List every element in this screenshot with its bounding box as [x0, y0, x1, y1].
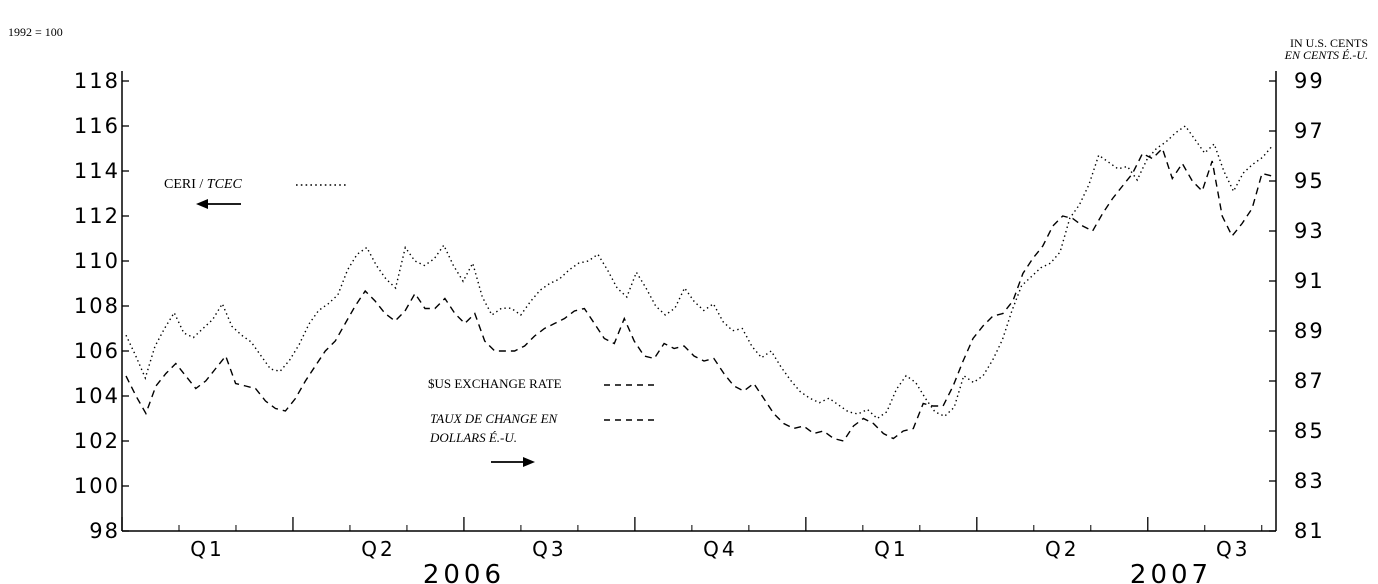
left-tick-label: 118: [74, 69, 120, 93]
right-unit-label-en: IN U.S. CENTS: [1290, 36, 1368, 50]
left-tick-label: 104: [74, 384, 120, 408]
quarter-label: Q1: [874, 537, 908, 561]
series-ceri-line: [125, 125, 1273, 420]
legend-usd-label-fr-1: TAUX DE CHANGE EN: [430, 411, 559, 426]
right-tick-label: 87: [1294, 369, 1325, 393]
right-arrow-icon: [523, 457, 535, 467]
legend-ceri-label: CERI / TCEC: [164, 177, 242, 192]
right-tick-label: 97: [1294, 119, 1325, 143]
series-usd-line: [125, 147, 1273, 442]
left-tick-label: 102: [74, 429, 120, 453]
left-tick-label: 116: [74, 114, 120, 138]
legend-ceri: CERI / TCEC: [164, 177, 346, 209]
year-label-2006: 2006: [423, 560, 505, 584]
legend-usd-label-fr-2: DOLLARS É.-U.: [429, 430, 517, 445]
right-tick-label: 81: [1294, 519, 1325, 543]
left-unit-label: 1992 = 100: [8, 25, 63, 39]
left-tick-label: 100: [74, 474, 120, 498]
left-y-ticks: 118 116 114 112 110 108 106 104 102 100 98: [74, 69, 129, 543]
right-tick-label: 85: [1294, 419, 1325, 443]
quarter-label: Q2: [361, 537, 395, 561]
right-y-ticks: 99 97 95 93 91 89 87 85 83 81: [1269, 69, 1325, 543]
quarter-label: Q3: [532, 537, 566, 561]
left-tick-label: 106: [74, 339, 120, 363]
right-tick-label: 89: [1294, 319, 1325, 343]
quarter-label: Q2: [1045, 537, 1079, 561]
left-tick-label: 110: [74, 249, 120, 273]
right-tick-label: 91: [1294, 269, 1325, 293]
right-tick-label: 83: [1294, 469, 1325, 493]
left-tick-label: 98: [89, 519, 120, 543]
left-tick-label: 108: [74, 294, 120, 318]
right-tick-label: 95: [1294, 169, 1325, 193]
right-tick-label: 99: [1294, 69, 1325, 93]
quarter-label: Q4: [703, 537, 737, 561]
year-label-2007: 2007: [1130, 560, 1212, 584]
legend-usd: $US EXCHANGE RATE TAUX DE CHANGE EN DOLL…: [428, 376, 656, 467]
left-tick-label: 114: [74, 159, 120, 183]
left-tick-label: 112: [74, 204, 120, 228]
quarter-label: Q1: [190, 537, 224, 561]
left-arrow-icon: [196, 199, 208, 209]
right-tick-label: 93: [1294, 219, 1325, 243]
right-unit-label-fr: EN CENTS É.-U.: [1284, 48, 1368, 62]
quarter-label: Q3: [1216, 537, 1250, 561]
x-axis-ticks: Q1 Q2 Q3 Q4 Q1 Q2 Q3 2006 2007: [121, 517, 1263, 584]
legend-usd-label-en: $US EXCHANGE RATE: [428, 376, 562, 391]
